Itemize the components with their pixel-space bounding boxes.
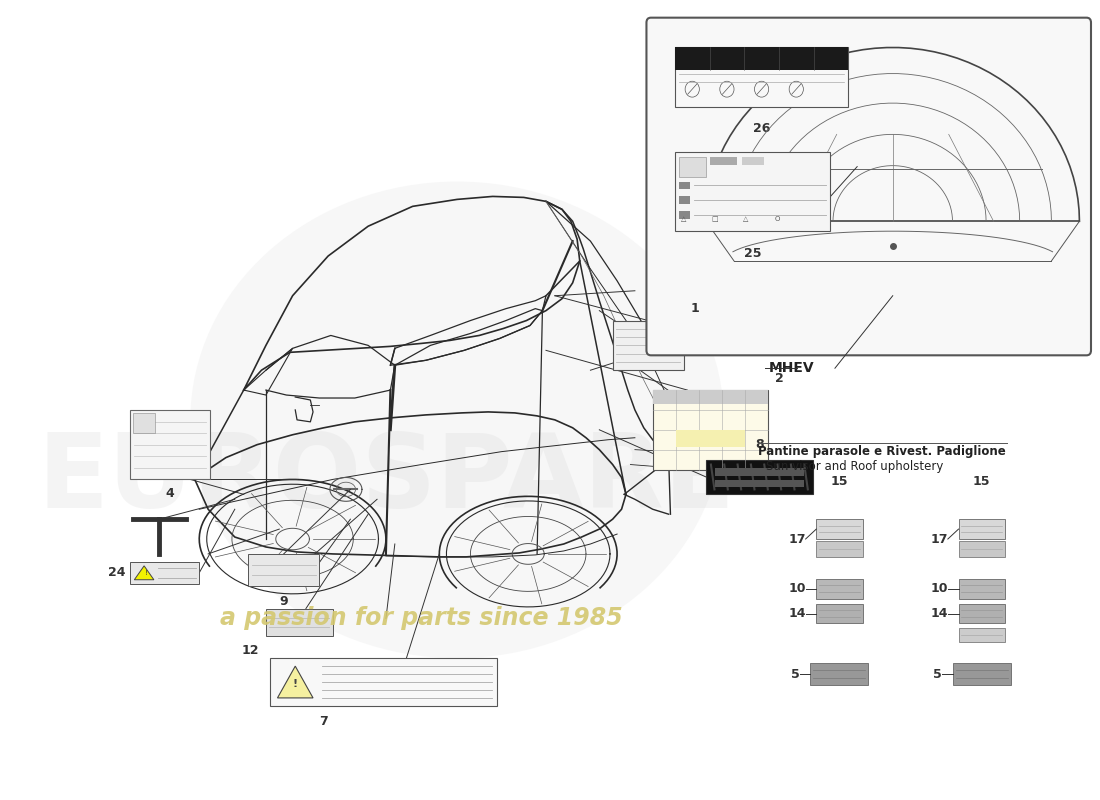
Text: 4: 4	[165, 487, 174, 500]
Bar	[958, 629, 1004, 642]
Bar	[675, 47, 848, 107]
Text: △: △	[681, 216, 686, 222]
Bar	[675, 430, 745, 447]
Bar	[741, 157, 763, 165]
Bar	[958, 541, 1004, 557]
Bar	[816, 519, 862, 539]
Bar	[680, 211, 690, 219]
Text: Sun visor and Roof upholstery: Sun visor and Roof upholstery	[767, 459, 944, 473]
Bar	[715, 480, 804, 487]
Bar	[958, 578, 1004, 598]
Text: 10: 10	[788, 582, 805, 595]
Polygon shape	[134, 566, 154, 580]
Text: 9: 9	[279, 595, 288, 608]
FancyBboxPatch shape	[647, 18, 1091, 355]
Text: 17: 17	[931, 533, 948, 546]
Bar	[958, 519, 1004, 539]
Bar	[675, 152, 830, 231]
Bar	[271, 658, 497, 706]
Text: 8: 8	[755, 438, 763, 451]
Text: 7: 7	[319, 715, 328, 728]
Polygon shape	[277, 666, 313, 698]
Bar	[652, 390, 768, 404]
Bar	[675, 47, 848, 70]
Bar	[680, 157, 706, 177]
Text: a passion for parts since 1985: a passion for parts since 1985	[220, 606, 623, 630]
Text: 17: 17	[788, 533, 805, 546]
Bar	[816, 541, 862, 557]
Text: 2: 2	[774, 372, 783, 385]
Text: !: !	[144, 570, 147, 576]
Bar	[680, 197, 690, 204]
Text: EUROSPARE: EUROSPARE	[37, 429, 735, 530]
Text: 14: 14	[788, 607, 805, 620]
Ellipse shape	[190, 182, 724, 658]
Text: □: □	[712, 216, 718, 222]
Text: 14: 14	[931, 607, 948, 620]
Text: 1: 1	[690, 302, 698, 315]
Text: 26: 26	[752, 122, 770, 135]
Bar	[715, 468, 804, 476]
Bar	[133, 413, 155, 433]
Text: 10: 10	[931, 582, 948, 595]
Text: △: △	[744, 216, 749, 222]
Bar	[958, 603, 1004, 623]
Bar	[816, 603, 862, 623]
Text: 5: 5	[791, 667, 800, 681]
Bar	[130, 562, 199, 584]
Bar	[613, 321, 684, 370]
Bar	[249, 554, 319, 586]
Text: Pantine parasole e Rivest. Padiglione: Pantine parasole e Rivest. Padiglione	[758, 445, 1005, 458]
Bar	[816, 578, 862, 598]
Text: 24: 24	[108, 566, 125, 579]
Bar	[680, 182, 690, 190]
Text: 15: 15	[972, 475, 990, 488]
Bar	[266, 609, 332, 636]
Text: 5: 5	[933, 667, 942, 681]
Bar	[711, 157, 737, 165]
Text: MHEV: MHEV	[768, 362, 814, 375]
Text: 12: 12	[241, 644, 258, 657]
Bar	[652, 390, 768, 470]
Bar	[130, 410, 210, 479]
Text: O: O	[774, 216, 780, 222]
Bar	[811, 663, 868, 685]
Text: 15: 15	[830, 475, 848, 488]
Text: !: !	[293, 679, 298, 690]
Bar	[706, 459, 813, 494]
Text: 25: 25	[744, 246, 761, 259]
Bar	[953, 663, 1011, 685]
